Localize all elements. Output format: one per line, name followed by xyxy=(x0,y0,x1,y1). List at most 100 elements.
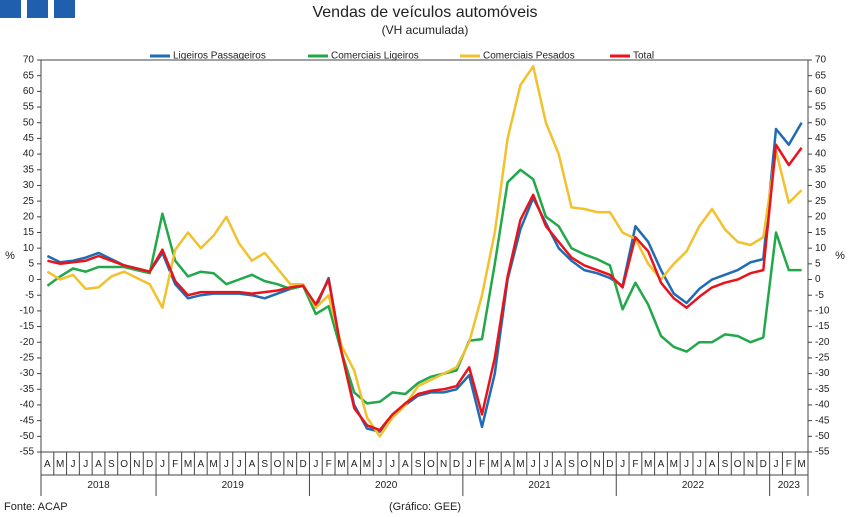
y2-tick-label: 15 xyxy=(815,227,827,238)
y-tick-label: -20 xyxy=(20,337,35,348)
x-tick-label: J xyxy=(467,459,472,470)
x-tick-label: M xyxy=(56,459,64,470)
y-tick-label: -25 xyxy=(20,353,35,364)
y2-tick-label: 20 xyxy=(815,211,827,222)
year-label: 2021 xyxy=(528,480,551,491)
y2-tick-label: -10 xyxy=(815,306,830,317)
x-tick-label: J xyxy=(377,459,382,470)
x-tick-label: S xyxy=(415,459,422,470)
x-tick-label: J xyxy=(237,459,242,470)
y-tick-label: 0 xyxy=(28,274,34,285)
x-tick-label: O xyxy=(274,459,282,470)
legend-label: Total xyxy=(633,51,654,62)
y-tick-label: 15 xyxy=(23,227,35,238)
x-tick-label: J xyxy=(70,459,75,470)
y2-tick-label: -15 xyxy=(815,321,830,332)
year-label: 2022 xyxy=(682,480,705,491)
x-tick-label: A xyxy=(351,459,358,470)
x-tick-label: M xyxy=(797,459,805,470)
y-tick-label: 70 xyxy=(23,55,35,66)
y-tick-label: 45 xyxy=(23,133,35,144)
y-tick-label: 60 xyxy=(23,86,35,97)
x-tick-label: J xyxy=(697,459,702,470)
x-tick-label: M xyxy=(209,459,217,470)
y2-tick-label: 50 xyxy=(815,117,827,128)
x-tick-label: S xyxy=(722,459,729,470)
x-tick-label: J xyxy=(313,459,318,470)
x-tick-label: A xyxy=(95,459,102,470)
x-tick-label: M xyxy=(516,459,524,470)
x-tick-label: D xyxy=(760,459,767,470)
y2-tick-label: 55 xyxy=(815,102,827,113)
x-tick-label: A xyxy=(249,459,256,470)
x-tick-label: M xyxy=(491,459,499,470)
y2-tick-label: 10 xyxy=(815,243,827,254)
x-tick-label: O xyxy=(580,459,588,470)
y2-tick-label: 30 xyxy=(815,180,827,191)
x-tick-label: J xyxy=(684,459,689,470)
x-tick-label: A xyxy=(709,459,716,470)
y-tick-label: 55 xyxy=(23,102,35,113)
y2-tick-label: 70 xyxy=(815,55,827,66)
x-tick-label: S xyxy=(261,459,268,470)
x-tick-label: J xyxy=(620,459,625,470)
series-line xyxy=(46,122,803,433)
x-tick-label: A xyxy=(197,459,204,470)
year-label: 2019 xyxy=(222,480,245,491)
x-tick-label: J xyxy=(83,459,88,470)
series-line xyxy=(46,168,802,405)
y2-axis-label: % xyxy=(835,250,845,262)
x-tick-label: M xyxy=(670,459,678,470)
x-tick-label: J xyxy=(224,459,229,470)
y2-tick-label: -50 xyxy=(815,431,830,442)
x-tick-label: M xyxy=(644,459,652,470)
x-tick-label: J xyxy=(531,459,536,470)
logo-square xyxy=(0,0,21,18)
logo-square xyxy=(54,0,75,18)
y-tick-label: 20 xyxy=(23,211,35,222)
x-tick-label: N xyxy=(440,459,447,470)
x-tick-label: S xyxy=(108,459,115,470)
y-tick-label: 5 xyxy=(28,258,34,269)
legend-label: Comerciais Pesados xyxy=(483,51,575,62)
y-tick-label: -55 xyxy=(20,447,35,458)
y2-tick-label: 35 xyxy=(815,164,827,175)
x-tick-label: S xyxy=(568,459,575,470)
year-label: 2018 xyxy=(87,480,110,491)
x-tick-label: J xyxy=(543,459,548,470)
x-tick-label: J xyxy=(160,459,165,470)
x-tick-label: O xyxy=(427,459,435,470)
y-tick-label: -10 xyxy=(20,306,35,317)
x-tick-label: F xyxy=(786,459,792,470)
x-tick-label: D xyxy=(146,459,153,470)
y2-tick-label: 60 xyxy=(815,86,827,97)
y-axis-label: % xyxy=(5,250,15,262)
x-tick-label: A xyxy=(658,459,665,470)
y2-tick-label: 65 xyxy=(815,70,827,81)
year-label: 2020 xyxy=(375,480,398,491)
x-tick-label: F xyxy=(172,459,178,470)
x-tick-label: J xyxy=(390,459,395,470)
x-tick-label: F xyxy=(326,459,332,470)
y-tick-label: -50 xyxy=(20,431,35,442)
y-tick-label: 50 xyxy=(23,117,35,128)
legend-label: Comerciais Ligeiros xyxy=(331,51,419,62)
legend-label: Ligeiros Passageiros xyxy=(173,51,266,62)
y-tick-label: 40 xyxy=(23,149,35,160)
y2-tick-label: 40 xyxy=(815,149,827,160)
series-line xyxy=(47,143,803,432)
y-tick-label: -5 xyxy=(25,290,34,301)
y2-tick-label: -40 xyxy=(815,400,830,411)
y-tick-label: -35 xyxy=(20,384,35,395)
x-tick-label: M xyxy=(363,459,371,470)
x-tick-label: A xyxy=(504,459,511,470)
chart-subtitle: (VH acumulada) xyxy=(382,23,469,37)
chart-title: Vendas de veículos automóveis xyxy=(312,4,537,21)
series-line xyxy=(46,65,803,438)
y-tick-label: -15 xyxy=(20,321,35,332)
x-tick-label: N xyxy=(747,459,754,470)
y2-tick-label: 0 xyxy=(815,274,821,285)
x-tick-label: N xyxy=(593,459,600,470)
y-tick-label: -45 xyxy=(20,415,35,426)
y-tick-label: 10 xyxy=(23,243,35,254)
